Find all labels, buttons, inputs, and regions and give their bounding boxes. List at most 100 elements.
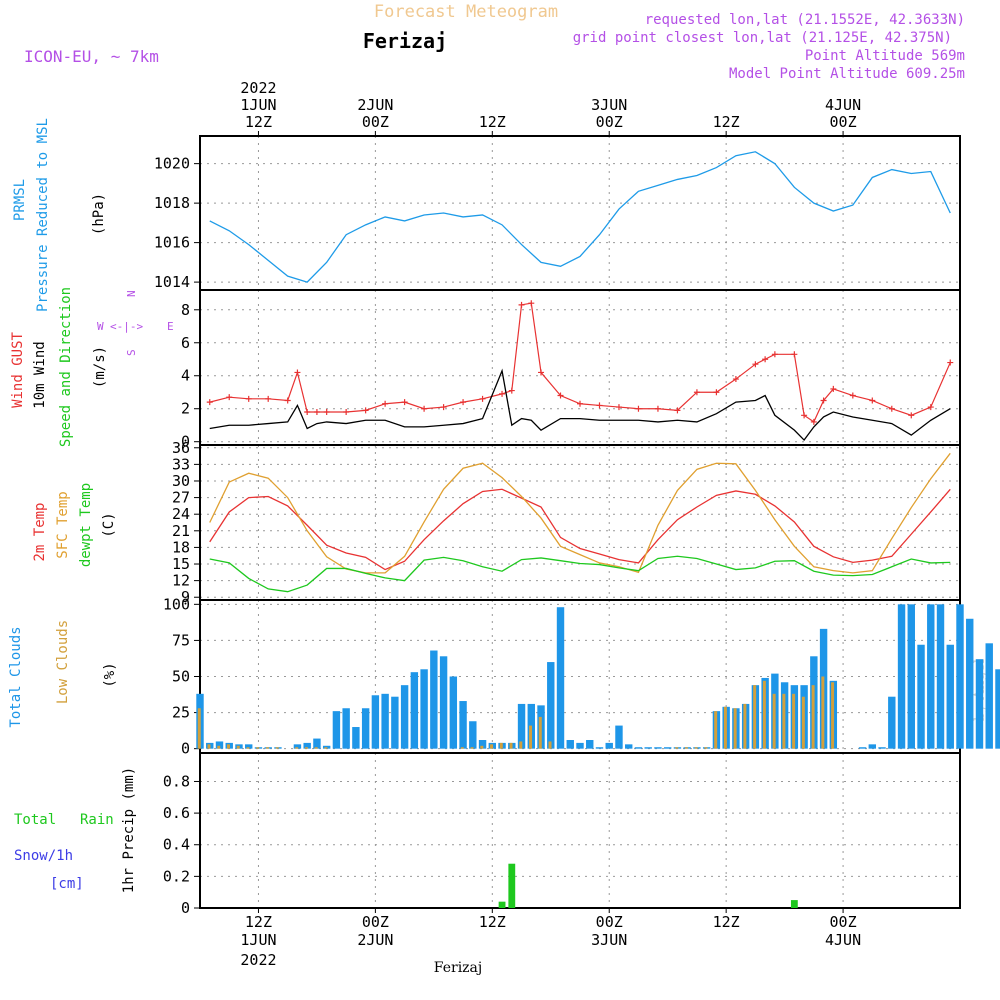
total-cloud-bar xyxy=(361,708,370,749)
gust-label: Wind GUST xyxy=(10,332,26,408)
gust-marker xyxy=(771,351,778,358)
y-tick-label: 0.8 xyxy=(163,772,190,790)
wind-panel-labels: Wind GUST 10m Wind Speed and Direction (… xyxy=(10,287,174,447)
panel-frame xyxy=(199,289,961,446)
time-label-hour: 12Z xyxy=(245,913,272,931)
low-cloud-bar xyxy=(499,742,503,749)
total-cloud-bar xyxy=(381,693,389,749)
low-cloud-bar xyxy=(792,693,796,749)
gust-marker xyxy=(382,400,389,407)
low-cloud-bar xyxy=(275,747,279,749)
footer-station: Ferizaj xyxy=(434,960,482,976)
pressure-line xyxy=(209,151,951,283)
precip-panel-labels: Total Rain Snow/1h [cm] 1hr Precip (mm) xyxy=(14,767,137,893)
time-label-hour: 00Z xyxy=(830,113,857,131)
total-cloud-bar xyxy=(946,644,954,749)
dewpt-label: dewpt Temp xyxy=(78,483,94,567)
total-cloud-bar xyxy=(995,669,1000,749)
gust-marker xyxy=(508,387,515,394)
rain-label: Rain xyxy=(80,812,114,828)
requested-coords: requested lon,lat (21.1552E, 42.3633N) xyxy=(645,12,965,28)
y-tick-label: 1014 xyxy=(154,273,190,291)
total-cloud-bar xyxy=(917,644,925,749)
low-cloud-bar xyxy=(684,747,688,749)
y-tick-label: 21 xyxy=(172,522,190,540)
total-cloud-bar xyxy=(215,741,224,749)
precip-unit: 1hr Precip (mm) xyxy=(121,767,137,893)
gust-marker xyxy=(635,405,642,412)
low-cloud-bar xyxy=(821,676,825,749)
gust-marker xyxy=(654,405,661,412)
total-cloud-bar xyxy=(352,727,360,749)
total-cloud-bar xyxy=(907,604,915,749)
gust-marker xyxy=(713,389,720,396)
y-tick-label: 0 xyxy=(181,740,190,758)
low-cloud-bar xyxy=(256,747,260,749)
gust-marker xyxy=(440,404,447,411)
gust-marker xyxy=(313,409,320,416)
gust-marker xyxy=(294,369,301,376)
cloud-panel-labels: Total Clouds Low Clouds (%) xyxy=(8,620,118,728)
chart-title: Forecast Meteogram xyxy=(374,2,558,22)
total-cloud-bar xyxy=(410,672,419,749)
t2m-line xyxy=(209,488,951,571)
total-cloud-bar xyxy=(245,744,253,749)
gust-line xyxy=(209,302,951,423)
compass-arrow-h: <-|-> xyxy=(110,320,143,333)
gust-marker xyxy=(927,404,934,411)
rain-bar xyxy=(498,901,506,908)
low-cloud-bar xyxy=(304,747,308,749)
y-tick-label: 24 xyxy=(172,505,190,523)
gust-marker xyxy=(265,395,272,402)
gust-marker xyxy=(762,356,769,363)
y-tick-label: 0.6 xyxy=(163,804,190,822)
total-cloud-bar xyxy=(459,701,467,749)
low-cloud-bar xyxy=(509,742,513,749)
low-cloud-bar xyxy=(548,741,552,749)
total-cloud-bar xyxy=(391,696,399,749)
total-cloud-bar xyxy=(420,669,428,749)
total-cloud-bar xyxy=(430,650,438,749)
gust-marker xyxy=(801,412,808,419)
low-cloud-bar xyxy=(197,708,201,749)
low-cloud-bar xyxy=(831,682,835,749)
gust-marker xyxy=(869,397,876,404)
rain-bar xyxy=(508,863,516,908)
gust-marker xyxy=(528,300,535,307)
total-cloud-bar xyxy=(663,747,672,749)
y-tick-label: 75 xyxy=(172,631,190,649)
compass-icon: W E <-|-> N S xyxy=(97,290,174,356)
compass-s: S xyxy=(125,349,138,356)
time-label-hour: 00Z xyxy=(362,113,389,131)
time-label-day: 2JUN xyxy=(357,931,393,949)
low-cloud-bar xyxy=(529,725,533,749)
gust-marker xyxy=(596,402,603,409)
low-cloud-bar xyxy=(227,744,230,749)
gust-marker xyxy=(615,404,622,411)
total-cloud-bar xyxy=(400,685,409,749)
model-label: ICON-EU, ~ 7km xyxy=(24,47,159,66)
total-cloud-bar xyxy=(556,607,565,749)
panel-frame xyxy=(199,135,961,291)
total-cloud-bar xyxy=(868,744,877,749)
gust-marker xyxy=(732,376,739,383)
gust-marker xyxy=(888,405,895,412)
low-cloud-bar xyxy=(324,747,328,749)
gust-marker xyxy=(284,397,291,404)
gust-marker xyxy=(518,301,525,308)
gust-marker xyxy=(460,399,467,406)
total-cloud-bar xyxy=(858,747,867,749)
total-cloud-bar xyxy=(371,695,380,749)
y-tick-label: 36 xyxy=(172,439,190,457)
gust-marker xyxy=(499,390,506,397)
panel-frame xyxy=(199,444,961,601)
time-label-hour: 12Z xyxy=(479,113,506,131)
y-tick-label: 27 xyxy=(172,489,190,507)
total-cloud-bar xyxy=(985,643,993,749)
low-cloud-bar xyxy=(265,747,269,749)
snow-unit: [cm] xyxy=(50,876,84,892)
low-cloud-bar xyxy=(762,680,766,749)
gust-marker xyxy=(693,389,700,396)
total-cloud-bar xyxy=(586,740,594,749)
